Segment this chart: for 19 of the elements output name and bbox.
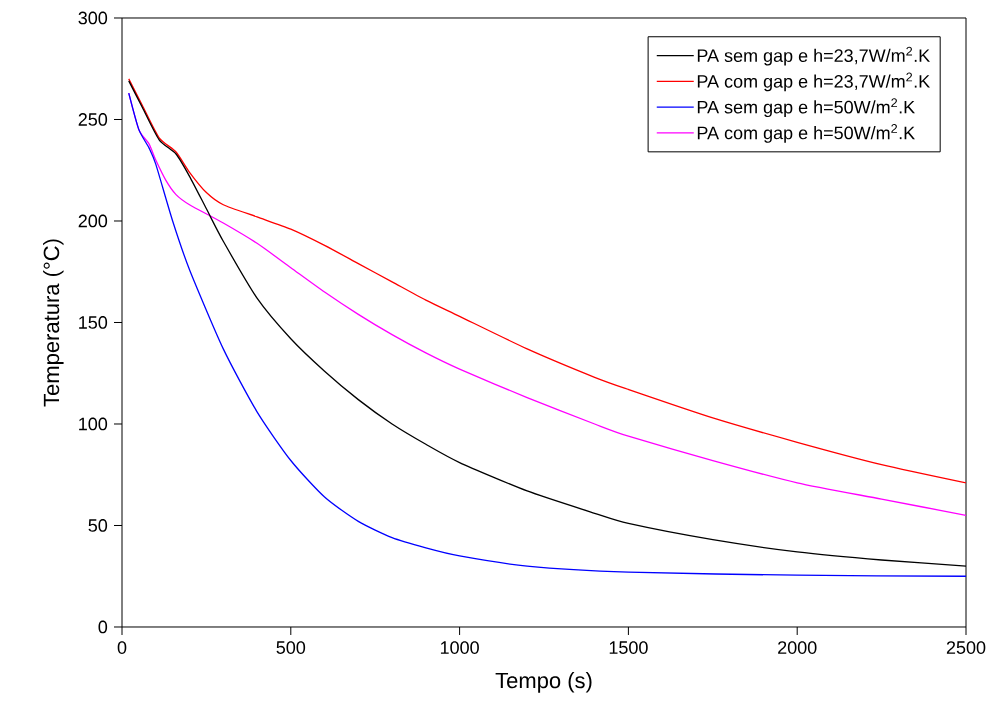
x-tick-label: 0	[117, 641, 127, 654]
y-tick-label: 300	[78, 11, 108, 25]
x-tick-label: 2000	[778, 641, 817, 654]
y-tick-label: 100	[79, 417, 108, 431]
legend-label: PA sem gap e h=50W/m$^{2}$.K	[697, 98, 915, 118]
y-tick-label: 250	[78, 113, 108, 126]
x-tick-label: 1500	[609, 641, 648, 654]
x-tick-label: 2500	[946, 641, 986, 654]
y-tick-label: 150	[79, 316, 108, 329]
x-axis-title: Tempo (s)	[495, 672, 592, 693]
x-tick-label: 1000	[440, 641, 479, 654]
y-tick-label: 50	[88, 519, 108, 532]
y-tick-label: 0	[98, 620, 108, 634]
y-tick-label: 200	[78, 214, 108, 228]
legend-label: PA sem gap e h=23,7W/m$^{2}$.K	[697, 46, 930, 66]
y-axis-title: Temperatura (°C)	[43, 239, 64, 407]
legend-label: PA com gap e h=23,7W/m$^{2}$.K	[697, 72, 930, 92]
x-tick-label: 500	[276, 641, 306, 654]
legend-label: PA com gap e h=50W/m$^{2}$.K	[697, 124, 915, 143]
